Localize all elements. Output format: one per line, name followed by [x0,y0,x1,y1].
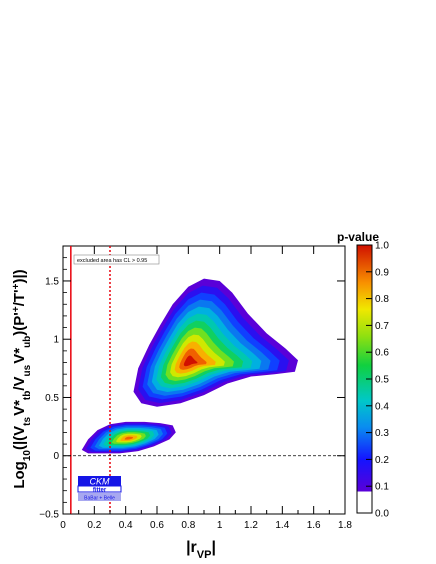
colorbar-tick-label: 0.0 [375,509,389,520]
y-tick-label: 1.5 [45,276,59,287]
colorbar-tick-label: 0.8 [375,294,389,305]
logo-text: CKM [90,477,111,487]
colorbar-tick-label: 0.4 [375,401,389,412]
logo-subtext: fitter [93,488,107,494]
confidence-region [133,278,298,407]
x-tick-label: 0.4 [119,520,133,531]
x-tick-label: 1.6 [307,520,321,531]
colorbar-tick-label: 0.5 [375,375,389,386]
y-tick-label: 0.5 [45,393,59,404]
x-tick-label: 1.4 [275,520,289,531]
logo-middle [77,485,122,493]
colorbar-title: p-value [337,230,379,244]
y-axis-title: Log10(|(VtsV*tb/VusV*ub)(P'+/T'+)|) [11,269,33,488]
y-tick-label: 0 [53,451,59,462]
x-tick-label: 0.2 [87,520,101,531]
confidence-region [81,421,176,454]
x-tick-label: 0.6 [150,520,164,531]
logo-caption: BaBar + Belle [84,496,115,502]
logo-caption-bg [78,493,121,501]
contour-level-0-11 [183,355,198,367]
colorbar-tick-label: 0.3 [375,428,389,439]
ckmfitter-logo: CKM fitter BaBar + Belle [77,476,122,502]
excluded-area-label: excluded area has CL > 0.95 [73,254,160,265]
x-tick-label: 0.8 [181,520,195,531]
x-tick-label: 1 [217,520,223,531]
y-axis-ticks: −0.5 0 0.5 1 1.5 [39,245,345,521]
reference-lines [63,246,345,514]
colorbar-ticks: 0.0 0.1 0.2 0.3 0.4 0.5 0.6 0.7 0.8 0.9 1.0 [366,241,389,520]
x-axis-title: |rVP| [186,539,216,561]
y-tick-label: 1 [53,335,59,346]
y-tick-label: −0.5 [39,510,59,521]
colorbar-tick-label: 0.6 [375,348,389,359]
colorbar-tick-label: 0.1 [375,482,389,493]
logo-top [78,476,121,486]
contour-level-1-10 [124,436,134,440]
colorbar-tick-label: 0.2 [375,455,389,466]
colorbar-tick-label: 0.9 [375,267,389,278]
excluded-area-text: excluded area has CL > 0.95 [77,258,147,264]
colorbar-tick-label: 0.7 [375,321,389,332]
x-tick-label: 1.8 [338,520,352,531]
colorbar-tick-label: 1.0 [375,241,389,252]
heatmap-region [81,278,298,454]
x-tick-label: 0 [60,520,66,531]
x-tick-label: 1.2 [244,520,258,531]
x-axis-ticks: 0 0.2 0.4 0.6 0.8 1 1.2 1.4 1.6 1.8 [60,246,352,531]
